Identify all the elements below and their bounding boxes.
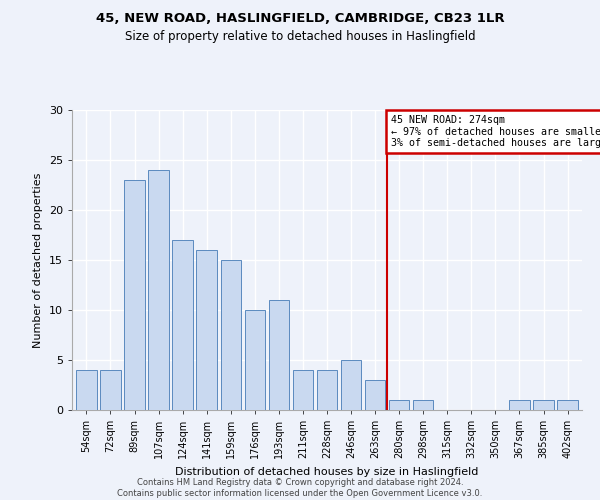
Text: Contains HM Land Registry data © Crown copyright and database right 2024.
Contai: Contains HM Land Registry data © Crown c… <box>118 478 482 498</box>
Bar <box>413 400 433 410</box>
Bar <box>221 260 241 410</box>
Bar <box>124 180 145 410</box>
Bar <box>100 370 121 410</box>
Bar <box>557 400 578 410</box>
Text: 45, NEW ROAD, HASLINGFIELD, CAMBRIDGE, CB23 1LR: 45, NEW ROAD, HASLINGFIELD, CAMBRIDGE, C… <box>95 12 505 26</box>
Text: 45 NEW ROAD: 274sqm
← 97% of detached houses are smaller (139)
3% of semi-detach: 45 NEW ROAD: 274sqm ← 97% of detached ho… <box>391 115 600 148</box>
Bar <box>196 250 217 410</box>
Bar <box>245 310 265 410</box>
Bar <box>293 370 313 410</box>
Bar <box>76 370 97 410</box>
Bar <box>389 400 409 410</box>
Bar <box>365 380 385 410</box>
Bar <box>509 400 530 410</box>
Bar <box>148 170 169 410</box>
Text: Size of property relative to detached houses in Haslingfield: Size of property relative to detached ho… <box>125 30 475 43</box>
Bar <box>533 400 554 410</box>
Bar <box>341 360 361 410</box>
Bar <box>172 240 193 410</box>
Y-axis label: Number of detached properties: Number of detached properties <box>33 172 43 348</box>
Bar <box>269 300 289 410</box>
X-axis label: Distribution of detached houses by size in Haslingfield: Distribution of detached houses by size … <box>175 466 479 476</box>
Bar <box>317 370 337 410</box>
